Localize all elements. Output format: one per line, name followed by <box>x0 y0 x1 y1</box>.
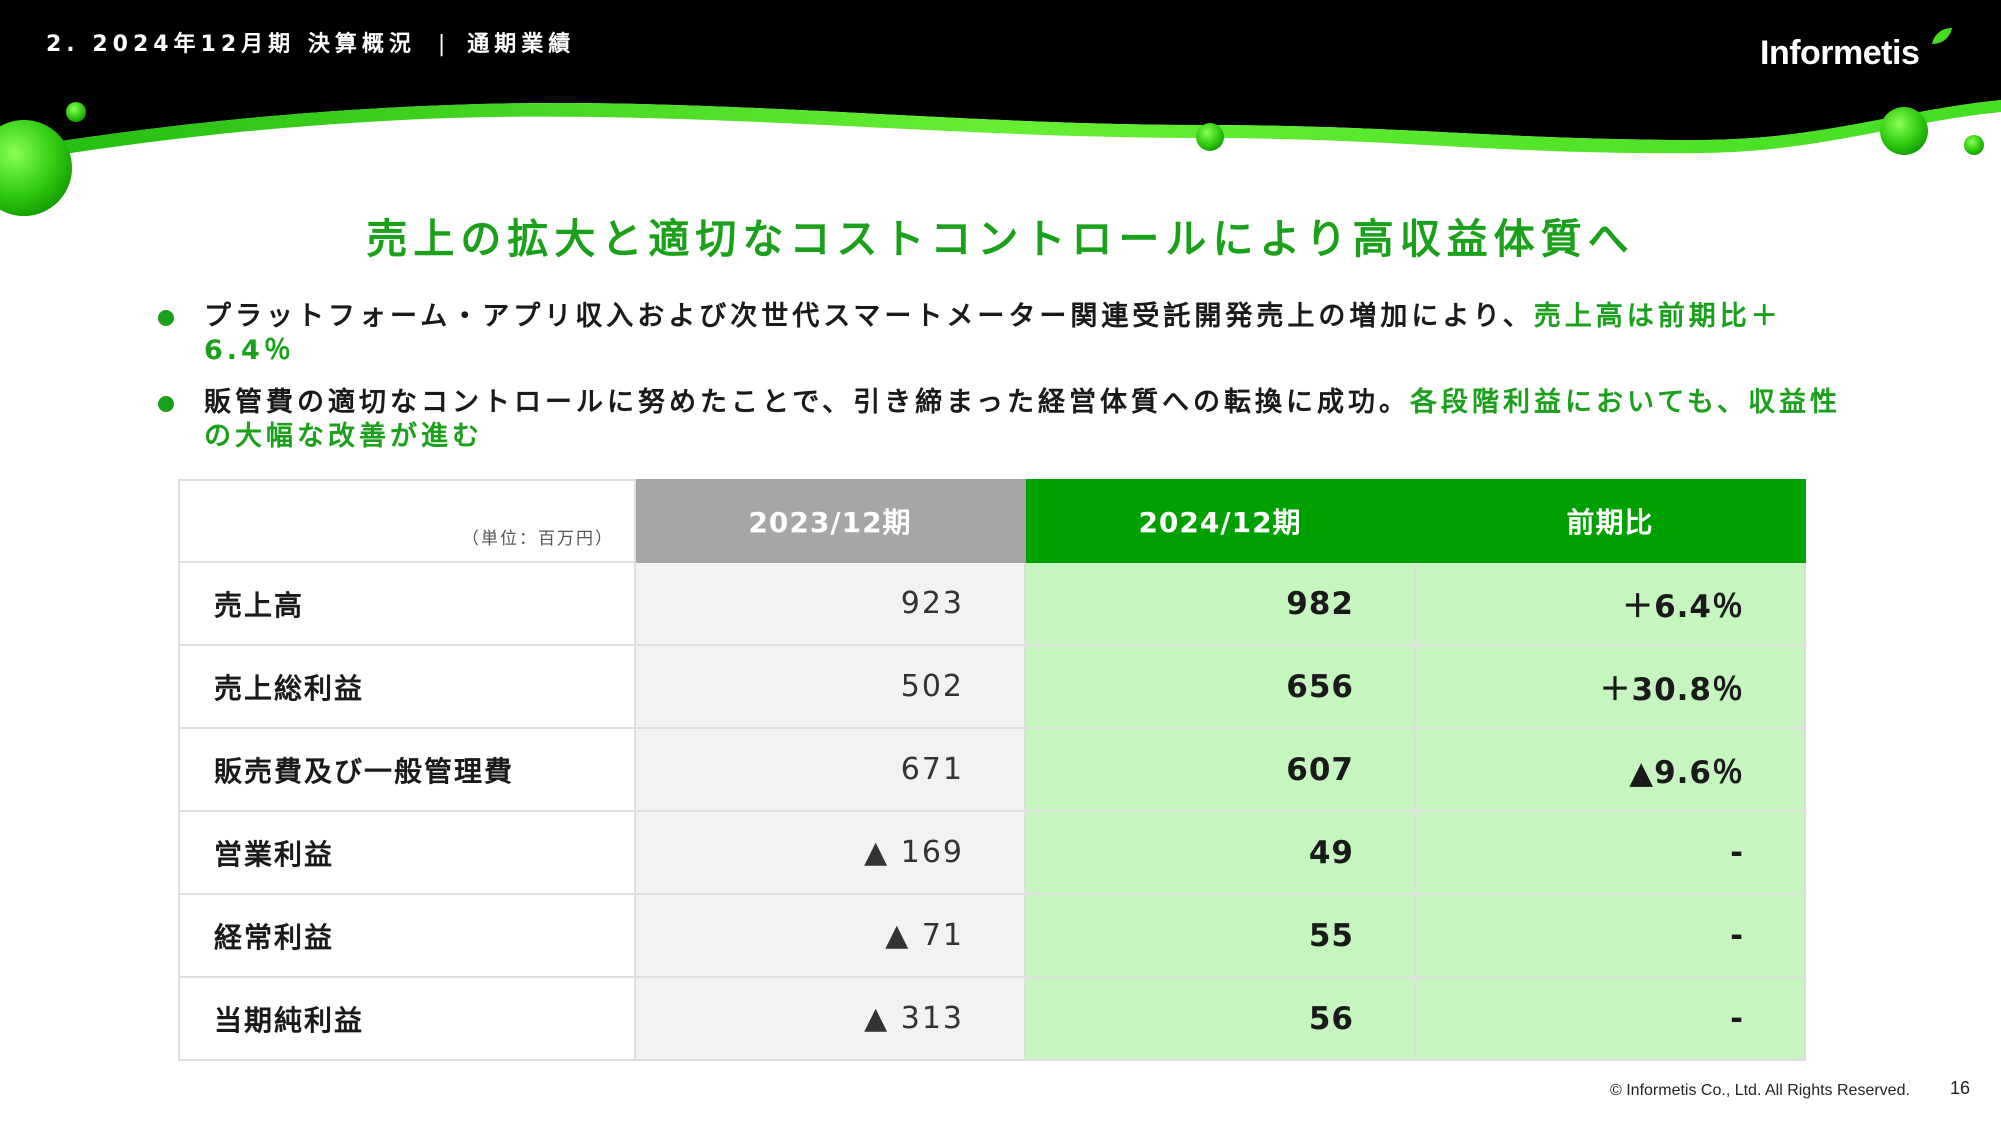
table-row: 販売費及び一般管理費 671 607 ▲9.6％ <box>178 727 1806 812</box>
breadcrumb-separator: | <box>437 32 446 57</box>
row-label: 営業利益 <box>178 810 636 895</box>
table-row: 経常利益 ▲ 71 55 - <box>178 893 1806 978</box>
value-2023: 671 <box>634 727 1026 812</box>
bullet-dot-icon <box>158 310 174 326</box>
breadcrumb: 2. 2024年12月期 決算概況 | 通期業績 <box>46 26 575 58</box>
value-change: ＋30.8％ <box>1414 644 1806 729</box>
table-row: 売上総利益 502 656 ＋30.8％ <box>178 644 1806 729</box>
value-2023: ▲ 169 <box>634 810 1026 895</box>
column-header-2023: 2023/12期 <box>634 479 1026 563</box>
value-change: - <box>1414 893 1806 978</box>
value-2023: 502 <box>634 644 1026 729</box>
value-2024: 49 <box>1024 810 1416 895</box>
value-change: - <box>1414 810 1806 895</box>
decor-ball-far-right <box>1964 135 1984 155</box>
table-row: 売上高 923 982 ＋6.4％ <box>178 561 1806 646</box>
column-header-2024: 2024/12期 <box>1024 479 1416 563</box>
column-header-change: 前期比 <box>1414 479 1806 563</box>
unit-label: （単位：百万円） <box>178 479 636 563</box>
table-header-row: （単位：百万円） 2023/12期 2024/12期 前期比 <box>178 479 1806 563</box>
table-row: 営業利益 ▲ 169 49 - <box>178 810 1806 895</box>
value-change: - <box>1414 976 1806 1061</box>
bullet-highlight: 各段階利益においても、収益性の大幅な改善が進む <box>204 387 1842 452</box>
value-2023: ▲ 313 <box>634 976 1026 1061</box>
header-green-wave <box>0 100 2001 164</box>
bullet-text: 販管費の適切なコントロールに努めたことで、引き締まった経営体質への転換に成功。各… <box>204 386 1844 454</box>
bullet-body: 販管費の適切なコントロールに努めたことで、引き締まった経営体質への転換に成功。 <box>204 387 1411 418</box>
financial-results-table: （単位：百万円） 2023/12期 2024/12期 前期比 売上高 923 9… <box>178 479 1806 1061</box>
row-label: 経常利益 <box>178 893 636 978</box>
informetis-logo: Informetis <box>1760 34 1920 72</box>
page-number: 16 <box>1950 1078 1971 1098</box>
value-2024: 656 <box>1024 644 1416 729</box>
value-change: ▲9.6％ <box>1414 727 1806 812</box>
decor-ball-large-left <box>0 120 72 216</box>
logo-leaf-icon <box>1932 28 1952 44</box>
value-2024: 607 <box>1024 727 1416 812</box>
bullet-highlight: 売上高は前期比＋6.4％ <box>204 301 1782 366</box>
row-label: 当期純利益 <box>178 976 636 1061</box>
copyright-notice: © Informetis Co., Ltd. All Rights Reserv… <box>1610 1082 1910 1099</box>
decor-ball-small-left <box>66 102 86 122</box>
bullet-dot-icon <box>158 396 174 412</box>
bullet-text: プラットフォーム・アプリ収入および次世代スマートメーター関連受託開発売上の増加に… <box>204 300 1844 368</box>
value-2023: 923 <box>634 561 1026 646</box>
value-2023: ▲ 71 <box>634 893 1026 978</box>
value-2024: 55 <box>1024 893 1416 978</box>
bullet-body: プラットフォーム・アプリ収入および次世代スマートメーター関連受託開発売上の増加に… <box>204 301 1534 332</box>
header-black-band <box>0 0 2001 150</box>
value-change: ＋6.4％ <box>1414 561 1806 646</box>
slide-headline: 売上の拡大と適切なコストコントロールにより高収益体質へ <box>366 215 1635 263</box>
breadcrumb-section: 2. 2024年12月期 決算概況 <box>46 32 416 57</box>
header-band <box>0 0 2001 216</box>
table-row: 当期純利益 ▲ 313 56 - <box>178 976 1806 1061</box>
value-2024: 982 <box>1024 561 1416 646</box>
decor-ball-center <box>1196 123 1224 151</box>
decor-ball-right <box>1880 107 1928 155</box>
value-2024: 56 <box>1024 976 1416 1061</box>
row-label: 売上高 <box>178 561 636 646</box>
row-label: 販売費及び一般管理費 <box>178 727 636 812</box>
row-label: 売上総利益 <box>178 644 636 729</box>
breadcrumb-page: 通期業績 <box>467 32 576 57</box>
